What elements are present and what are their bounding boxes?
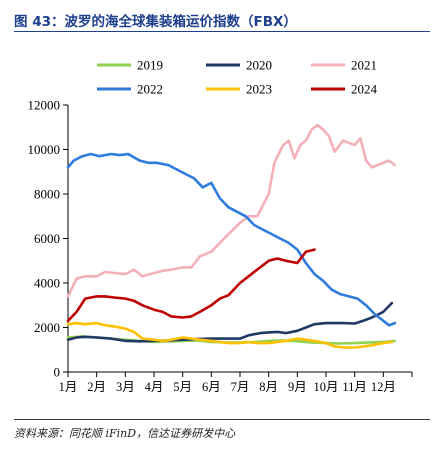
x-tick-label: 3月: [116, 380, 135, 394]
legend-label-2021: 2021: [351, 58, 377, 73]
x-tick-label: 11月: [342, 380, 367, 394]
legend-label-2024: 2024: [351, 82, 378, 97]
x-tick-label: 4月: [145, 380, 164, 394]
x-tick-label: 2月: [87, 380, 106, 394]
x-tick-label: 6月: [202, 380, 221, 394]
x-tick-label: 12月: [371, 380, 396, 394]
y-tick-label: 2000: [34, 320, 60, 335]
legend-label-2022: 2022: [137, 82, 163, 97]
legend-label-2020: 2020: [246, 58, 272, 73]
source-note: 资料来源：同花顺 iFinD，信达证券研发中心: [14, 427, 236, 440]
y-tick-label: 6000: [34, 231, 60, 246]
fbx-line-chart: 2019 2020 2021 2022 2023 2024 0 2000 4000 6000 80…: [28, 58, 413, 394]
title-underline: [14, 31, 430, 32]
y-tick-label: 12000: [28, 98, 61, 113]
source-divider: [14, 419, 430, 420]
series-line-2020: [66, 301, 394, 343]
chart-axes: 0 2000 4000 6000 8000 10000 12000 1月 2月 3月 4月 5月 6月 7…: [28, 98, 413, 394]
x-tick-label: 5月: [173, 380, 192, 394]
legend-label-2023: 2023: [246, 82, 272, 97]
x-tick-label: 7月: [231, 380, 250, 394]
x-tick-label: 8月: [259, 380, 278, 394]
y-tick-label: 8000: [34, 187, 60, 202]
series-line-2023: [66, 321, 394, 349]
x-tick-label: 9月: [288, 380, 307, 394]
legend-label-2019: 2019: [137, 58, 163, 73]
series-line-2022: [66, 152, 397, 327]
x-tick-label: 1月: [59, 380, 78, 394]
y-tick-label: 4000: [34, 276, 60, 291]
y-tick-label: 10000: [28, 142, 61, 157]
x-tick-label: 10月: [313, 380, 338, 394]
series-line-2021: [66, 123, 397, 298]
y-tick-label: 0: [54, 365, 61, 380]
chart-series: [66, 123, 397, 349]
chart-legend: 2019 2020 2021 2022 2023 2024: [97, 58, 378, 97]
figure-title: 图 43：波罗的海全球集装箱运价指数（FBX）: [14, 14, 297, 30]
series-line-2024: [66, 248, 316, 323]
